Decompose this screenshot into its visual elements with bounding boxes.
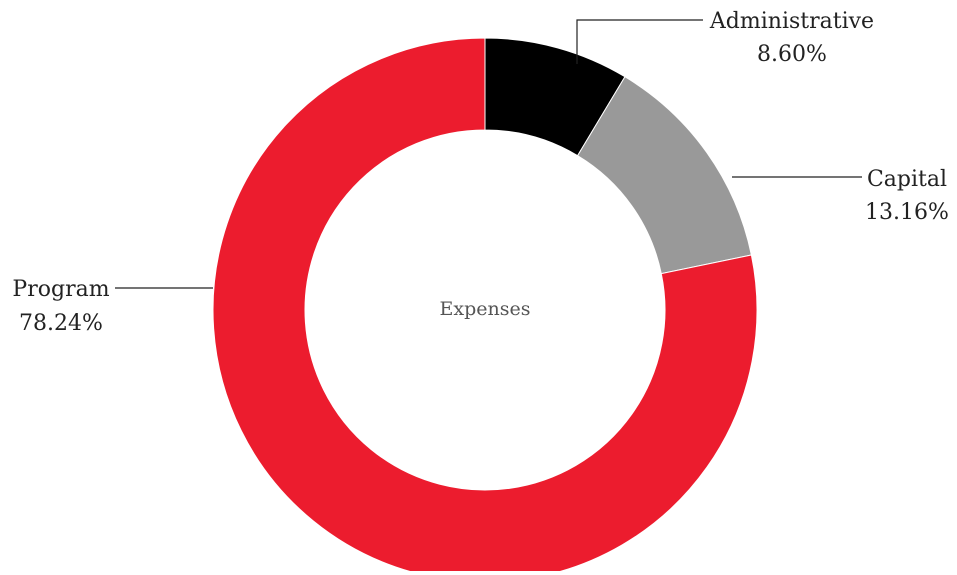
slice-value-administrative: 8.60%: [757, 42, 827, 67]
leader-line-administrative: [576, 19, 703, 64]
slice-label-capital: Capital: [867, 167, 947, 192]
center-label: Expenses: [440, 298, 531, 320]
slice-value-capital: 13.16%: [865, 200, 949, 225]
slice-value-program: 78.24%: [19, 311, 103, 336]
slices-layer: [212, 37, 758, 575]
slice-label-administrative: Administrative: [709, 9, 874, 34]
labels-layer: Administrative 8.60% Capital 13.16% Program 7…: [12, 9, 949, 336]
slice-label-program: Program: [12, 277, 109, 302]
